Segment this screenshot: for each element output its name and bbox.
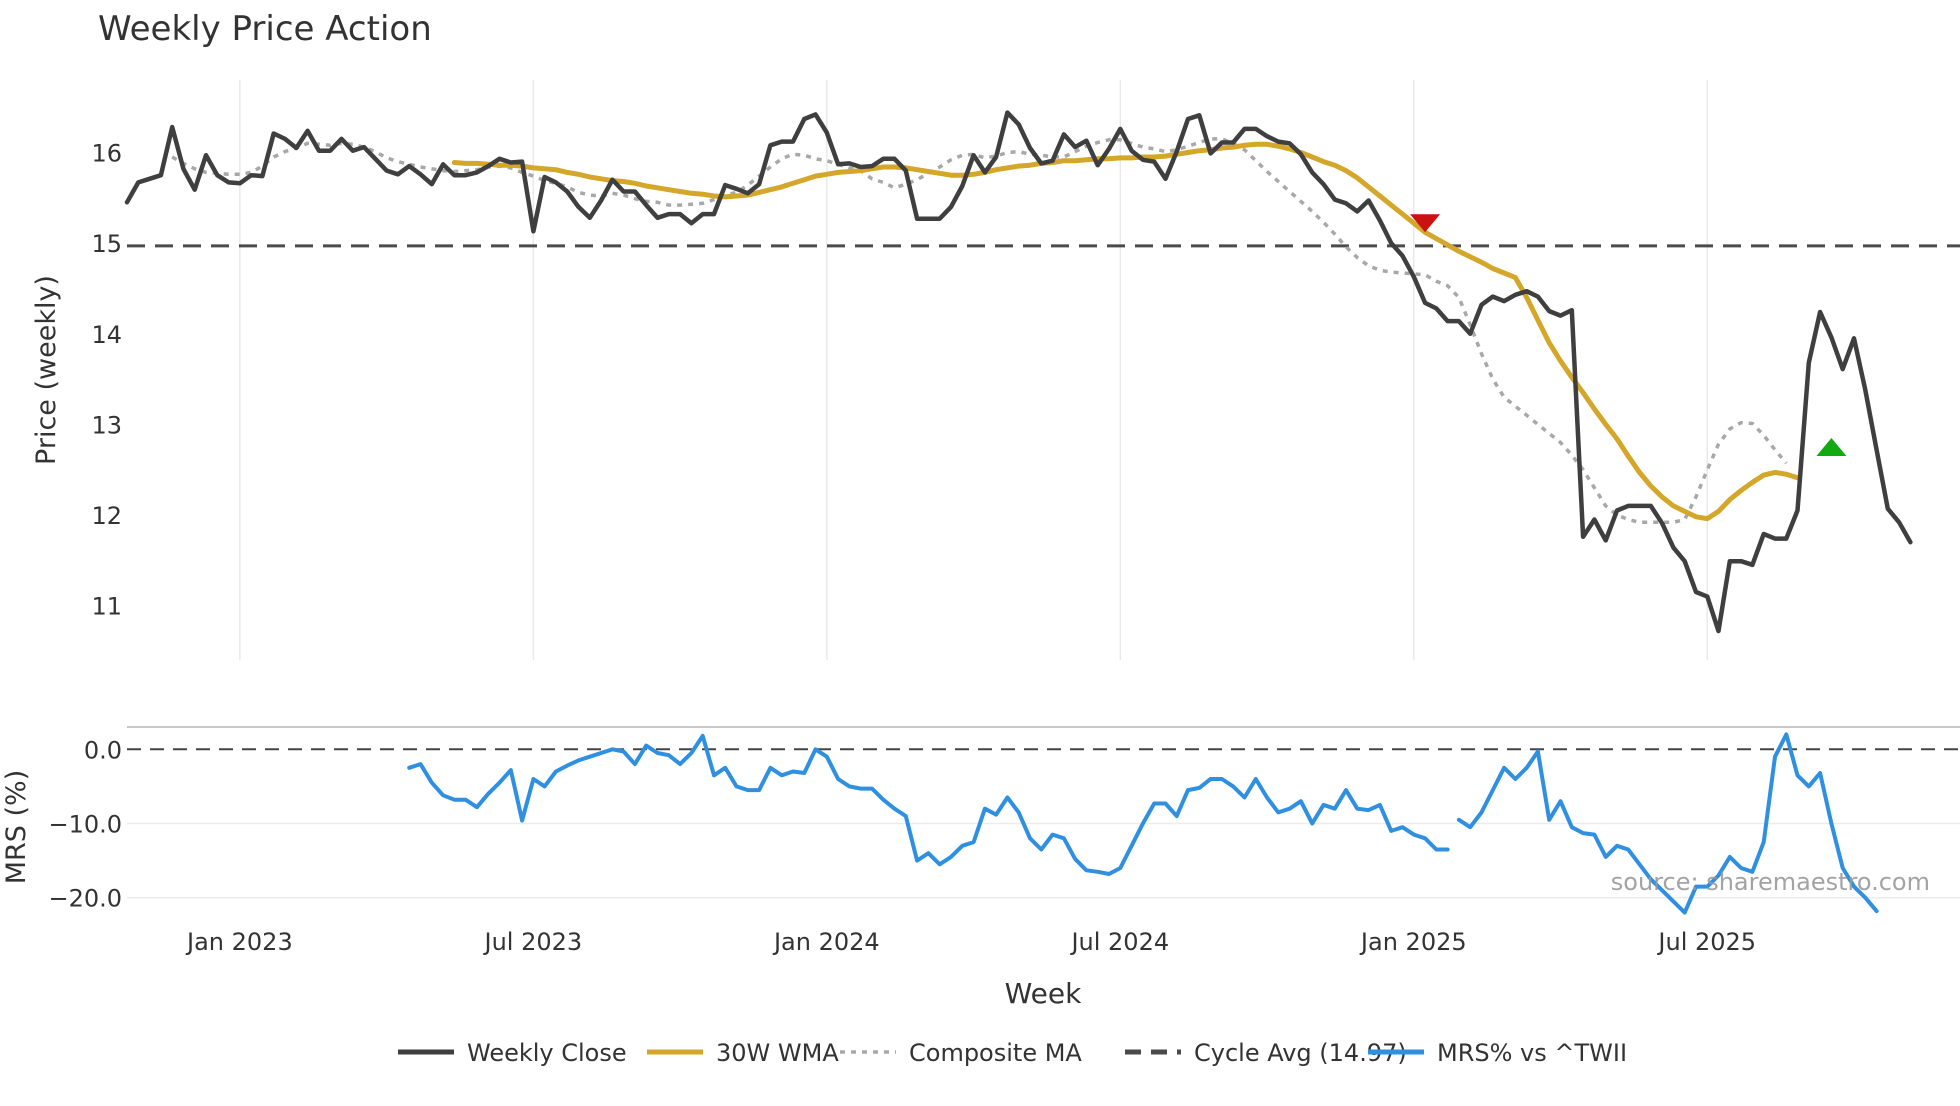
- legend: Weekly Close 30W WMA Composite MA Cycle Avg…: [398, 1039, 1627, 1067]
- price-y-tick-label: 16: [91, 140, 122, 168]
- series-weekly-close: [124, 110, 1913, 634]
- signal-markers: [1410, 214, 1847, 457]
- x-tick-label: Jan 2024: [772, 928, 880, 956]
- x-tick-label: Jan 2025: [1359, 928, 1467, 956]
- mrs-y-ticks: 0.0 −10.0 −20.0: [48, 736, 122, 912]
- legend-label: 30W WMA: [716, 1039, 839, 1067]
- mrs-y-tick-label: 0.0: [84, 736, 122, 764]
- price-y-tick-label: 11: [91, 593, 122, 621]
- buy-signal-marker: [1816, 438, 1847, 457]
- price-y-tick-label: 15: [91, 230, 122, 258]
- x-tick-label: Jul 2025: [1656, 928, 1756, 956]
- series-mrs-vs-twii: [407, 733, 1450, 876]
- source-watermark: source: sharemaestro.com: [1611, 868, 1930, 896]
- mrs-y-tick-label: −20.0: [48, 885, 122, 913]
- price-y-tick-label: 13: [91, 411, 122, 439]
- sell-signal-marker: [1410, 214, 1441, 233]
- x-tick-label: Jan 2023: [185, 928, 293, 956]
- chart-title: Weekly Price Action: [98, 9, 432, 49]
- price-y-tick-label: 14: [91, 321, 122, 349]
- series-mrs-vs-twii: [1456, 732, 1879, 915]
- series-composite-ma: [171, 137, 1788, 525]
- x-tick-label: Jul 2023: [483, 928, 583, 956]
- mrs-panel-grid: [127, 748, 1960, 899]
- mrs-series-layer: [407, 732, 1879, 915]
- price-panel-grid: [239, 80, 1708, 660]
- legend-label: Weekly Close: [467, 1039, 627, 1067]
- mrs-y-axis-label: MRS (%): [1, 770, 32, 885]
- x-axis-label: Week: [1005, 977, 1082, 1010]
- legend-label: MRS% vs ^TWII: [1437, 1039, 1627, 1067]
- x-axis-ticks: Jan 2023 Jul 2023 Jan 2024 Jul 2024 Jan 2025…: [185, 928, 1756, 956]
- price-y-axis-label: Price (weekly): [31, 275, 62, 465]
- price-y-tick-label: 12: [91, 502, 122, 530]
- price-y-ticks: 11 12 13 14 15 16: [91, 140, 122, 621]
- legend-label: Composite MA: [909, 1039, 1082, 1067]
- price-series-layer: [124, 110, 1960, 634]
- mrs-y-tick-label: −10.0: [48, 811, 122, 839]
- x-tick-label: Jul 2024: [1069, 928, 1169, 956]
